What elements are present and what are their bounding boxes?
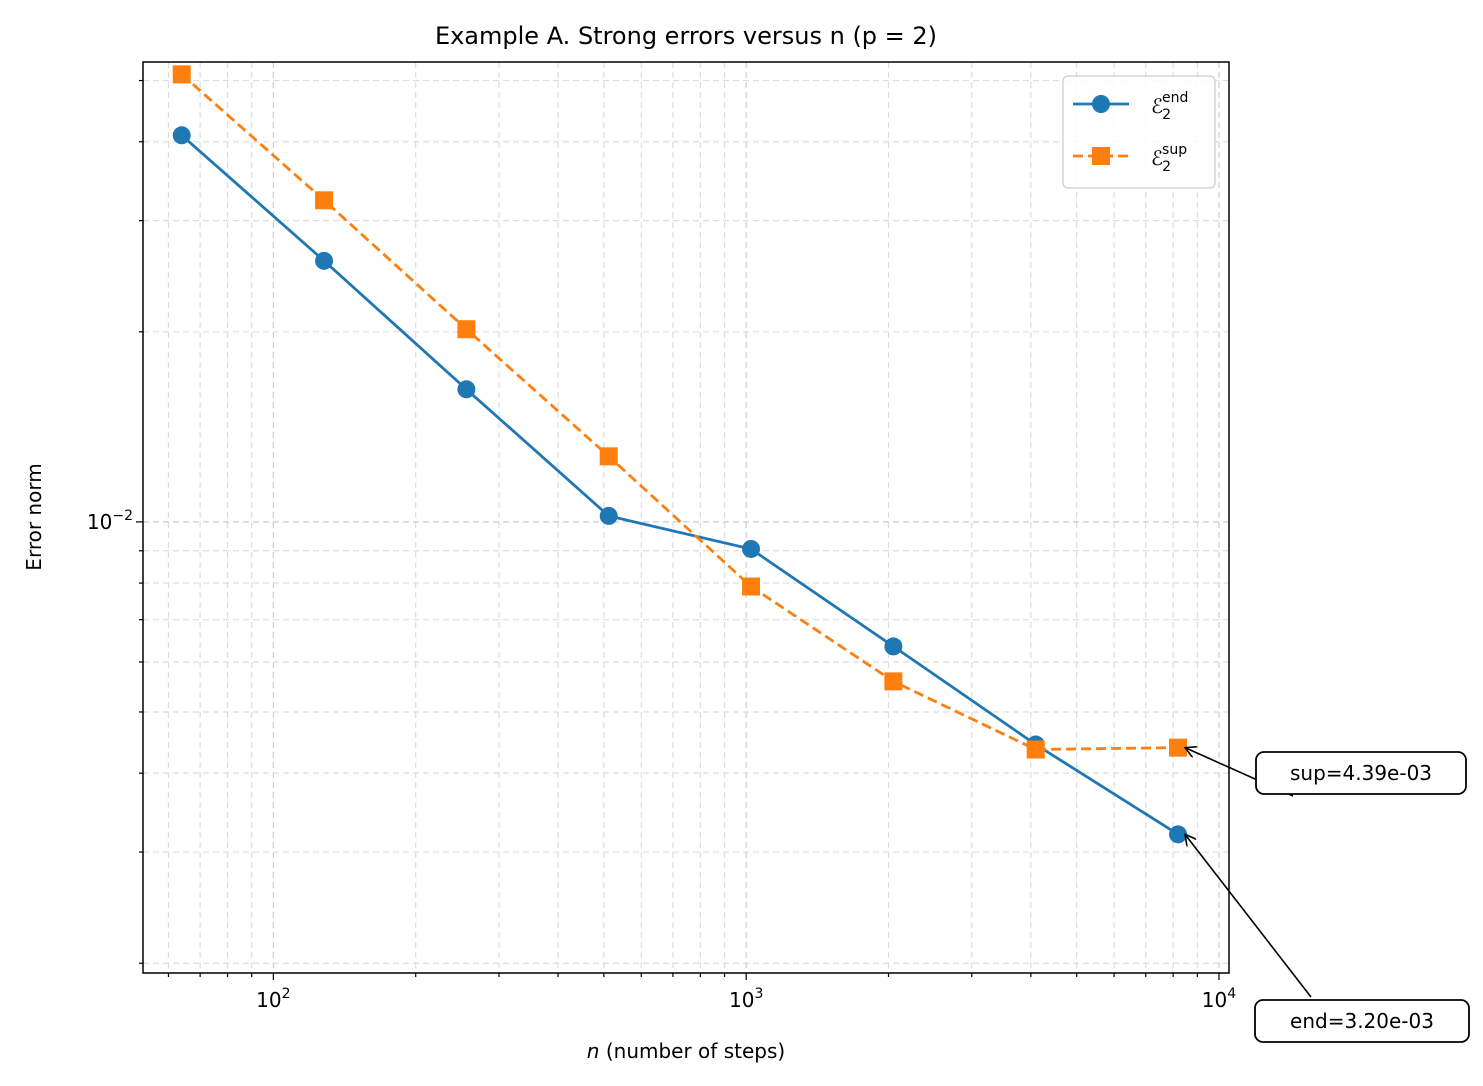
grid	[143, 62, 1229, 973]
y-axis-label: Error norm	[22, 463, 46, 570]
data-point-sup	[599, 447, 618, 466]
data-point-end	[172, 126, 191, 145]
data-point-end	[315, 251, 334, 270]
x-tick-label: 103	[729, 986, 763, 1012]
annotation-label: sup=4.39e-03	[1290, 761, 1432, 785]
data-point-sup	[1026, 740, 1045, 759]
series-layer	[172, 65, 1188, 844]
data-point-sup	[884, 672, 903, 691]
x-tick-label: 104	[1202, 986, 1236, 1012]
data-point-sup	[742, 577, 761, 596]
annotations: sup=4.39e-03 end=3.20e-03	[1185, 748, 1470, 1043]
legend-box	[1062, 75, 1216, 189]
series-end	[172, 126, 1188, 844]
legend: ℰ2end ℰ2sup	[1062, 75, 1216, 189]
series-line-end	[180, 134, 1179, 836]
x-axis-label: n (number of steps)	[587, 1039, 785, 1063]
ticks: 102 103 104 10−2	[87, 79, 1236, 1012]
legend-marker-sup	[1092, 147, 1110, 165]
series-line-sup	[180, 73, 1179, 751]
data-point-end	[599, 506, 618, 525]
legend-marker-end	[1092, 95, 1110, 113]
legend-label-sup: ℰ2sup	[1151, 142, 1187, 175]
annotation-arrow	[1185, 834, 1312, 998]
data-point-end	[884, 637, 903, 656]
data-point-end	[742, 539, 761, 558]
series-sup	[172, 65, 1188, 759]
annotation-box	[1254, 999, 1470, 1043]
data-point-sup	[172, 65, 191, 84]
annotation-box	[1255, 751, 1467, 795]
data-point-end	[1169, 825, 1188, 844]
plot-frame	[142, 61, 1230, 974]
annotation-label: end=3.20e-03	[1290, 1009, 1434, 1033]
data-point-sup	[315, 191, 334, 210]
chart-title: Example A. Strong errors versus n (p = 2…	[435, 22, 937, 50]
data-point-sup	[1169, 738, 1188, 757]
data-point-sup	[457, 320, 476, 339]
y-tick-label: 10−2	[87, 508, 133, 534]
x-tick-label: 102	[256, 986, 290, 1012]
legend-label-end: ℰ2end	[1151, 90, 1188, 123]
data-point-end	[457, 380, 476, 399]
